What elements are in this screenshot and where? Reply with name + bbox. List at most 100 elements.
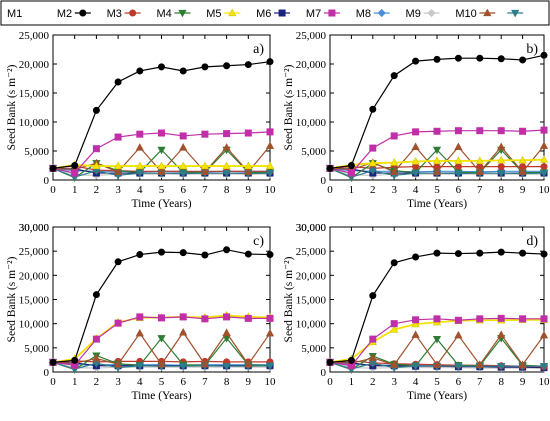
data-point xyxy=(519,127,527,135)
data-point xyxy=(326,164,334,172)
data-point xyxy=(136,251,144,259)
panel-2: 0 5,000 10,000 15,000 20,000 25,000 0 1 2 3 4 5 6 7 8 9… xyxy=(283,30,550,210)
data-point xyxy=(200,359,210,368)
data-point xyxy=(475,156,484,164)
legend-item: M3 xyxy=(107,8,141,20)
data-point xyxy=(114,319,122,327)
data-point xyxy=(454,316,462,324)
data-point xyxy=(454,170,463,179)
data-point xyxy=(135,169,144,178)
data-point xyxy=(540,163,548,171)
y-tick-label: 20,000 xyxy=(19,270,50,282)
x-tick-label: 0 xyxy=(327,376,333,388)
data-point xyxy=(200,167,210,175)
data-point xyxy=(432,336,442,344)
legend-label: M5 xyxy=(206,8,221,20)
data-point xyxy=(201,315,209,323)
data-point xyxy=(390,259,398,267)
data-point xyxy=(244,250,252,258)
legend-item: M5 xyxy=(206,8,241,20)
data-point xyxy=(454,363,463,371)
data-point xyxy=(497,142,506,151)
x-tick-label: 5 xyxy=(434,376,440,388)
y-tick-label: 30,000 xyxy=(19,222,50,234)
y-tick-label: 20,000 xyxy=(296,59,327,71)
y-tick-label: 10,000 xyxy=(19,117,50,129)
x-tick-label: 10 xyxy=(539,184,550,196)
data-point xyxy=(390,167,399,175)
data-point xyxy=(539,363,549,371)
legend-swatch-marker xyxy=(427,8,436,18)
data-point xyxy=(223,130,231,138)
data-point xyxy=(497,314,505,322)
data-point xyxy=(179,67,187,75)
x-axis-title: Time (Years) xyxy=(131,390,191,402)
panel-1: 0 5,000 10,000 15,000 20,000 25,000 0 1 2 3 4 5 6 7 8 9… xyxy=(6,30,276,210)
data-point xyxy=(179,143,188,151)
data-point xyxy=(411,142,420,151)
legend-item: M1 xyxy=(7,8,22,20)
data-point xyxy=(265,362,275,371)
data-point xyxy=(347,162,355,170)
data-point xyxy=(157,335,166,343)
y-tick-label: 20,000 xyxy=(19,59,50,71)
y-axis-title: Seed Bank (s m⁻²) xyxy=(283,64,295,150)
data-point xyxy=(244,359,253,368)
data-point xyxy=(266,58,274,66)
y-tick-label: 20,000 xyxy=(296,270,327,282)
x-tick-label: 3 xyxy=(115,184,121,196)
x-tick-label: 1 xyxy=(72,184,78,196)
data-point xyxy=(49,164,57,172)
data-point xyxy=(201,251,209,259)
data-point xyxy=(497,127,505,135)
x-tick-label: 1 xyxy=(72,376,78,388)
data-point xyxy=(265,328,275,337)
data-point xyxy=(223,246,231,254)
data-point xyxy=(368,158,377,167)
data-point xyxy=(432,156,442,164)
y-tick-label: 30,000 xyxy=(296,222,327,234)
y-axis-title: Seed Bank (s m⁻²) xyxy=(283,256,295,342)
data-point xyxy=(266,314,274,322)
data-point xyxy=(179,363,188,371)
data-point xyxy=(390,360,399,368)
legend: M1 M2 M3 M4 M5 M6 M7 M8 M9 M10 xyxy=(0,0,550,26)
x-tick-label: 9 xyxy=(520,184,526,196)
data-point xyxy=(179,161,188,170)
y-tick-label: 25,000 xyxy=(296,246,327,258)
x-tick-label: 2 xyxy=(370,376,376,388)
data-point xyxy=(369,144,377,152)
x-tick-label: 4 xyxy=(137,376,143,388)
data-point xyxy=(390,320,398,328)
panel-letter: b) xyxy=(526,42,538,57)
data-point xyxy=(92,335,100,343)
data-point xyxy=(157,359,166,368)
legend-swatch-marker xyxy=(278,9,286,17)
panel-letter: a) xyxy=(253,42,264,57)
data-point xyxy=(49,358,57,366)
x-tick-label: 2 xyxy=(94,376,100,388)
x-tick-label: 6 xyxy=(180,376,186,388)
y-tick-label: 5,000 xyxy=(301,146,326,158)
data-point xyxy=(222,169,231,178)
legend-item: M7 xyxy=(306,8,340,20)
data-point xyxy=(179,132,187,140)
legend-label: M8 xyxy=(356,8,371,20)
data-point xyxy=(454,142,463,151)
x-tick-label: 3 xyxy=(391,376,397,388)
x-tick-label: 9 xyxy=(520,376,526,388)
data-point xyxy=(135,362,144,371)
data-point xyxy=(411,157,420,165)
series-m2 xyxy=(326,248,548,366)
data-point xyxy=(432,167,442,175)
data-point xyxy=(114,133,122,141)
data-point xyxy=(476,315,484,323)
legend-item: M4 xyxy=(156,8,191,20)
y-axis-title: Seed Bank (s m⁻²) xyxy=(6,256,18,342)
y-tick-label: 30,000 xyxy=(19,222,50,234)
data-point xyxy=(92,145,100,153)
series-line xyxy=(52,249,271,363)
data-point xyxy=(71,162,79,170)
legend-swatch-marker xyxy=(228,8,237,17)
data-point xyxy=(222,328,231,336)
